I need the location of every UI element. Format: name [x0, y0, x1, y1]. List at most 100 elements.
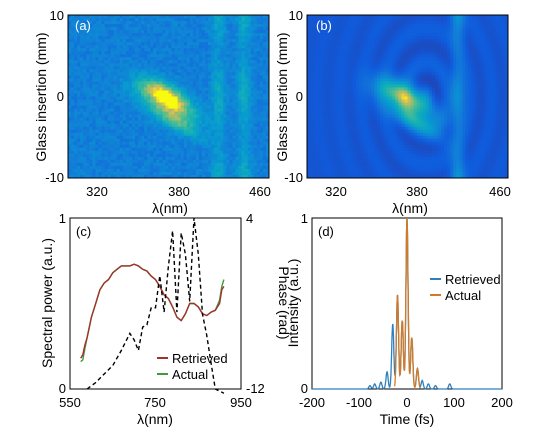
heatmap-cell: [189, 162, 194, 167]
heatmap-cell: [116, 18, 121, 22]
heatmap-cell: [370, 33, 375, 37]
heatmap-cell: [144, 84, 148, 88]
heatmap-cell: [128, 168, 133, 173]
heatmap-cell: [165, 99, 169, 103]
heatmap-cell: [265, 156, 269, 161]
heatmap-cell: [229, 156, 233, 161]
heatmap-cell: [122, 48, 127, 52]
heatmap-cell: [471, 57, 475, 61]
heatmap-cell: [307, 42, 311, 46]
heatmap-cell: [386, 66, 390, 70]
heatmap-cell: [156, 156, 160, 161]
heatmap-cell: [147, 87, 151, 91]
heatmap-cell: [162, 123, 166, 128]
heatmap-cell: [226, 39, 230, 43]
heatmap-cell: [86, 126, 90, 131]
heatmap-cell: [101, 60, 105, 64]
heatmap-cell: [370, 72, 375, 76]
heatmap-cell: [110, 147, 115, 152]
heatmap-cell: [425, 45, 430, 49]
heatmap-cell: [223, 93, 227, 97]
heatmap-cell: [71, 117, 75, 122]
heatmap-cell: [495, 51, 500, 55]
heatmap-cell: [241, 96, 246, 100]
heatmap-cell: [220, 81, 224, 85]
heatmap-cell: [162, 45, 166, 49]
heatmap-cell: [211, 66, 215, 70]
heatmap-cell: [441, 15, 445, 19]
heatmap-cell: [223, 75, 227, 79]
heatmap-cell: [95, 165, 99, 170]
heatmap-cell: [495, 21, 500, 25]
heatmap-cell: [208, 168, 212, 173]
heatmap-cell: [226, 108, 230, 112]
heatmap-cell: [407, 63, 411, 67]
heatmap-cell: [241, 84, 246, 88]
heatmap-cell: [104, 120, 108, 125]
heatmap-cell: [150, 66, 154, 70]
heatmap-cell: [259, 135, 264, 140]
heatmap-cell: [80, 93, 84, 97]
heatmap-cell: [71, 159, 75, 164]
heatmap-cell: [238, 27, 242, 31]
heatmap-cell: [165, 42, 169, 46]
heatmap-cell: [220, 54, 224, 58]
heatmap-cell: [238, 18, 242, 22]
heatmap-cell: [165, 87, 169, 91]
heatmap-cell: [125, 72, 130, 76]
heatmap-cell: [319, 33, 323, 37]
heatmap-cell: [156, 174, 160, 178]
heatmap-cell: [319, 69, 323, 73]
heatmap-cell: [202, 135, 206, 140]
heatmap-cell: [208, 30, 212, 34]
heatmap-cell: [253, 15, 258, 19]
heatmap-cell: [450, 30, 454, 34]
heatmap-cell: [150, 99, 154, 103]
heatmap-cell: [495, 60, 500, 64]
heatmap-cell: [307, 24, 311, 28]
heatmap-cell: [205, 141, 209, 146]
heatmap-cell: [162, 138, 166, 143]
heatmap-cell: [241, 147, 246, 152]
heatmap-cell: [138, 108, 142, 112]
heatmap-cell: [144, 168, 148, 173]
heatmap-cell: [159, 168, 163, 173]
heatmap-cell: [262, 66, 267, 70]
heatmap-cell: [223, 132, 227, 137]
heatmap-cell: [474, 18, 478, 22]
heatmap-cell: [71, 33, 75, 37]
heatmap-cell: [156, 105, 160, 109]
heatmap-cell: [504, 57, 508, 61]
heatmap-cell: [259, 99, 264, 103]
heatmap-cell: [404, 60, 408, 64]
heatmap-cell: [468, 48, 472, 52]
heatmap-cell: [104, 156, 108, 161]
heatmap-cell: [238, 108, 242, 112]
heatmap-cell: [235, 39, 239, 43]
heatmap-cell: [125, 78, 130, 82]
heatmap-cell: [226, 144, 230, 149]
heatmap-cell: [468, 42, 472, 46]
heatmap-cell: [425, 75, 430, 79]
heatmap-cell: [95, 147, 99, 152]
heatmap-cell: [159, 126, 163, 131]
heatmap-cell: [116, 36, 121, 40]
heatmap-cell: [259, 141, 264, 146]
heatmap-cell: [349, 51, 354, 55]
heatmap-cell: [198, 159, 203, 164]
heatmap-cell: [202, 60, 206, 64]
heatmap-cell: [95, 96, 99, 100]
heatmap-cell: [208, 174, 212, 178]
heatmap-cell: [352, 75, 357, 79]
heatmap-cell: [71, 156, 75, 161]
heatmap-cell: [138, 150, 142, 155]
heatmap-cell: [346, 72, 351, 76]
heatmap-cell: [253, 123, 258, 128]
heatmap-cell: [217, 153, 221, 158]
heatmap-cell: [256, 162, 261, 167]
heatmap-cell: [331, 21, 335, 25]
heatmap-cell: [425, 33, 430, 37]
heatmap-cell: [135, 165, 139, 170]
heatmap-cell: [364, 48, 369, 52]
heatmap-cell: [205, 168, 209, 173]
